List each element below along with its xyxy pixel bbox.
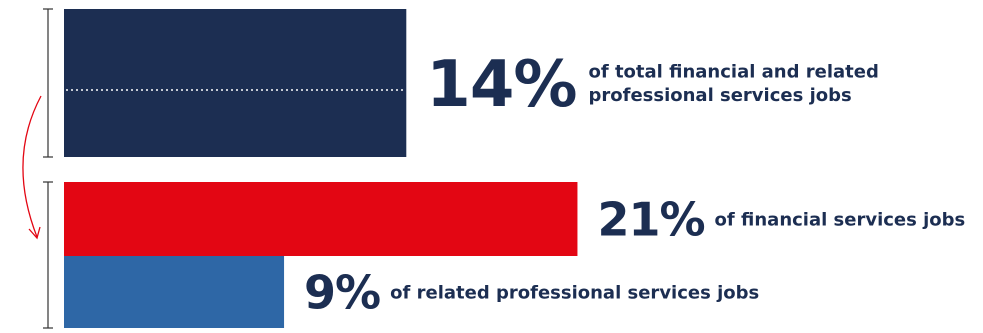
bar-financial xyxy=(64,182,578,256)
bar-total xyxy=(64,9,407,157)
bar-total-value-label: 14% xyxy=(426,48,576,122)
brackets xyxy=(43,8,53,329)
bar-total-description-line: of total financial and related xyxy=(588,62,878,83)
bar-financial-description-line: of financial services jobs xyxy=(715,209,966,230)
bar-total-description-line: professional services jobs xyxy=(588,85,851,106)
labels-layer: 14% of total financial and relatedprofess… xyxy=(304,48,965,320)
bars-layer xyxy=(64,9,578,328)
bar-financial-value-label: 21% xyxy=(597,193,704,247)
bar-related-value-label: 9% xyxy=(304,266,380,320)
curved-arrow-icon xyxy=(22,95,42,240)
bar-related-description-line: of related professional services jobs xyxy=(390,282,759,303)
bar-related xyxy=(64,256,285,328)
